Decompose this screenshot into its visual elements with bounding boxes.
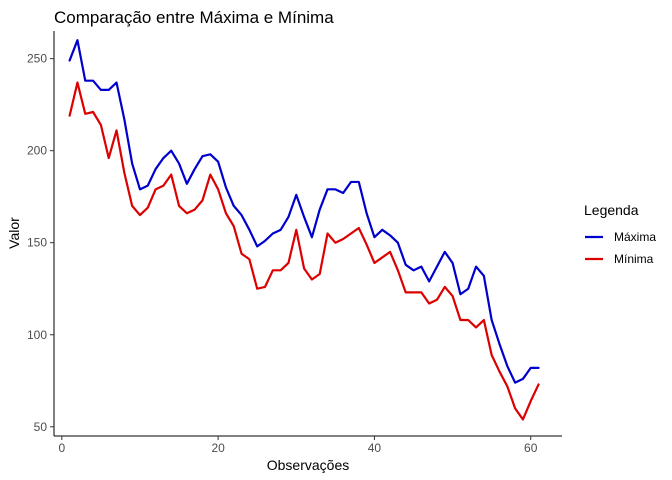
series-line-0 — [68, 39, 540, 384]
legend-label-0: Máxima — [614, 230, 656, 244]
x-tick-label: 0 — [58, 441, 65, 455]
y-tick-label: 50 — [34, 420, 48, 434]
y-tick-label: 200 — [27, 144, 47, 158]
x-axis-title: Observações — [267, 457, 349, 473]
x-tick-label: 40 — [368, 441, 382, 455]
x-axis-ticks: 0 20 40 60 — [58, 436, 538, 455]
legend-items: Máxima Mínima — [585, 230, 656, 266]
series-group — [68, 39, 540, 421]
series-line-1 — [68, 81, 540, 421]
plot-area: 0 20 40 60 50 100 150 200 250 — [27, 31, 562, 455]
x-tick-label: 60 — [524, 441, 538, 455]
y-axis-ticks: 50 100 150 200 250 — [27, 52, 54, 434]
y-tick-label: 150 — [27, 236, 47, 250]
y-tick-label: 100 — [27, 328, 47, 342]
legend-label-1: Mínima — [614, 252, 654, 266]
legend-title: Legenda — [584, 202, 639, 218]
x-tick-label: 20 — [211, 441, 225, 455]
y-axis-title: Valor — [6, 217, 22, 249]
chart-title: Comparação entre Máxima e Mínima — [54, 8, 334, 27]
y-tick-label: 250 — [27, 52, 47, 66]
legend: Legenda Máxima Mínima — [584, 202, 656, 266]
